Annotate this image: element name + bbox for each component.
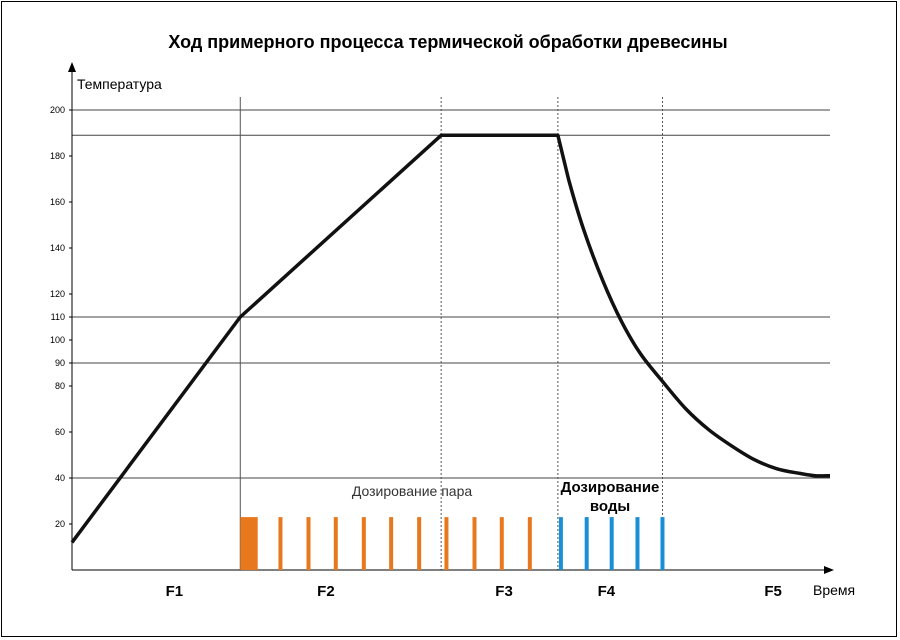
phase-label-f4: F4 <box>598 583 616 600</box>
y-tick-label-160: 160 <box>50 197 65 207</box>
y-tick-label-200: 200 <box>50 105 65 115</box>
y-tick-label-20: 20 <box>55 519 65 529</box>
phase-labels: F1 F2 F3 F4 F5 <box>166 583 782 600</box>
y-axis-arrow <box>68 62 76 72</box>
steam-dose-block <box>240 517 258 570</box>
axes <box>68 62 834 574</box>
y-tick-label-60: 60 <box>55 427 65 437</box>
steam-dose-bar-4 <box>361 517 366 570</box>
water-dose-bar-2 <box>584 517 589 570</box>
series <box>70 133 831 544</box>
steam-dose-bar-8 <box>472 517 477 570</box>
steam-dose-bar-7 <box>444 517 449 570</box>
y-tick-label-110: 110 <box>51 312 65 322</box>
steam-dose-bar-5 <box>389 517 394 570</box>
y-tick-label-180: 180 <box>50 151 65 161</box>
phase-label-f2: F2 <box>317 583 335 600</box>
y-tick-label-140: 140 <box>50 243 65 253</box>
water-dose-bar-3 <box>609 517 614 570</box>
y-axis-label: Температура <box>77 76 162 92</box>
steam-dose-bar-2 <box>306 517 311 570</box>
chart-title: Ход примерного процесса термической обра… <box>168 32 727 52</box>
y-tick-label-90: 90 <box>55 358 65 368</box>
steam-dose-bar-9 <box>499 517 504 570</box>
phase-label-f1: F1 <box>166 583 184 600</box>
grid <box>72 109 830 479</box>
steam-dose-bar-1 <box>278 517 283 570</box>
water-dose-bar-4 <box>635 517 640 570</box>
steam-dose-bar-10 <box>527 517 532 570</box>
water-dose-bar-5 <box>660 517 665 570</box>
steam-dose-bar-6 <box>417 517 422 570</box>
y-ticks: 20 40 60 80 90 100 110 120 140 160 180 200 <box>50 105 72 529</box>
water-dose-bar-1 <box>558 517 563 570</box>
water-dosing-label-line2: воды <box>590 498 630 515</box>
phase-label-f5: F5 <box>764 583 782 600</box>
phase-label-f3: F3 <box>495 583 513 600</box>
x-axis-label: Время <box>813 582 855 598</box>
x-axis-arrow <box>824 566 834 574</box>
phase-boundaries <box>239 97 663 570</box>
y-tick-label-80: 80 <box>55 381 65 391</box>
y-tick-label-120: 120 <box>50 289 65 299</box>
steam-dosing-label: Дозирование пара <box>352 483 473 499</box>
y-tick-label-40: 40 <box>55 473 65 483</box>
y-tick-label-100: 100 <box>50 335 65 345</box>
temperature-curve-1 <box>70 133 831 544</box>
steam-dose-bar-3 <box>333 517 338 570</box>
dosing-bars <box>240 517 665 570</box>
water-dosing-label-line1: Дозирование <box>561 479 660 496</box>
